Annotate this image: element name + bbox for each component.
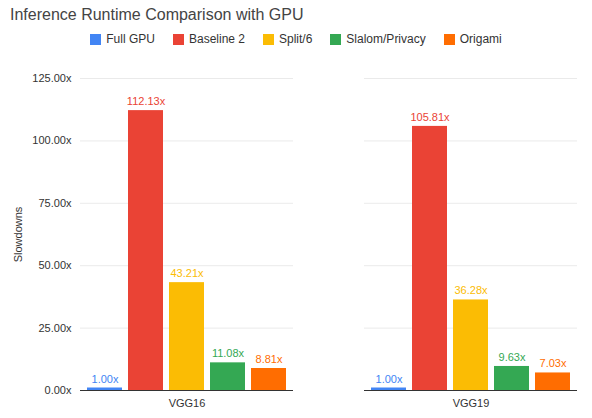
svg-text:1.00x: 1.00x <box>376 373 403 385</box>
svg-text:105.81x: 105.81x <box>410 111 450 123</box>
svg-text:75.00x: 75.00x <box>38 197 72 209</box>
svg-text:125.00x: 125.00x <box>32 72 72 84</box>
html-text:Inference Runtime Comparison w: Inference Runtime Comparison with GPU <box>10 6 304 23</box>
html-text:Origami: Origami <box>459 32 502 46</box>
svg-text:9.63x: 9.63x <box>499 351 526 363</box>
svg-text:1.00x: 1.00x <box>92 373 119 385</box>
svg-text:7.03x: 7.03x <box>540 357 567 369</box>
svg-text:36.28x: 36.28x <box>454 284 488 296</box>
html-text:Split/6: Split/6 <box>279 32 313 46</box>
svg-text:50.00x: 50.00x <box>38 259 72 271</box>
svg-text:0.00x: 0.00x <box>45 384 72 396</box>
svg-text:112.13x: 112.13x <box>127 95 166 107</box>
svg-text:Slowdowns: Slowdowns <box>12 206 24 262</box>
svg-text:VGG19: VGG19 <box>453 397 490 409</box>
html-text:Slalom/Privacy: Slalom/Privacy <box>346 32 426 46</box>
svg-text:VGG16: VGG16 <box>169 397 206 409</box>
svg-text:11.08x: 11.08x <box>212 347 245 359</box>
svg-text:100.00x: 100.00x <box>32 134 72 146</box>
svg-text:25.00x: 25.00x <box>38 322 72 334</box>
svg-text:8.81x: 8.81x <box>256 353 283 365</box>
html-text:Baseline 2: Baseline 2 <box>189 32 245 46</box>
html-text:Full GPU: Full GPU <box>106 32 155 46</box>
svg-text:43.21x: 43.21x <box>170 267 204 279</box>
